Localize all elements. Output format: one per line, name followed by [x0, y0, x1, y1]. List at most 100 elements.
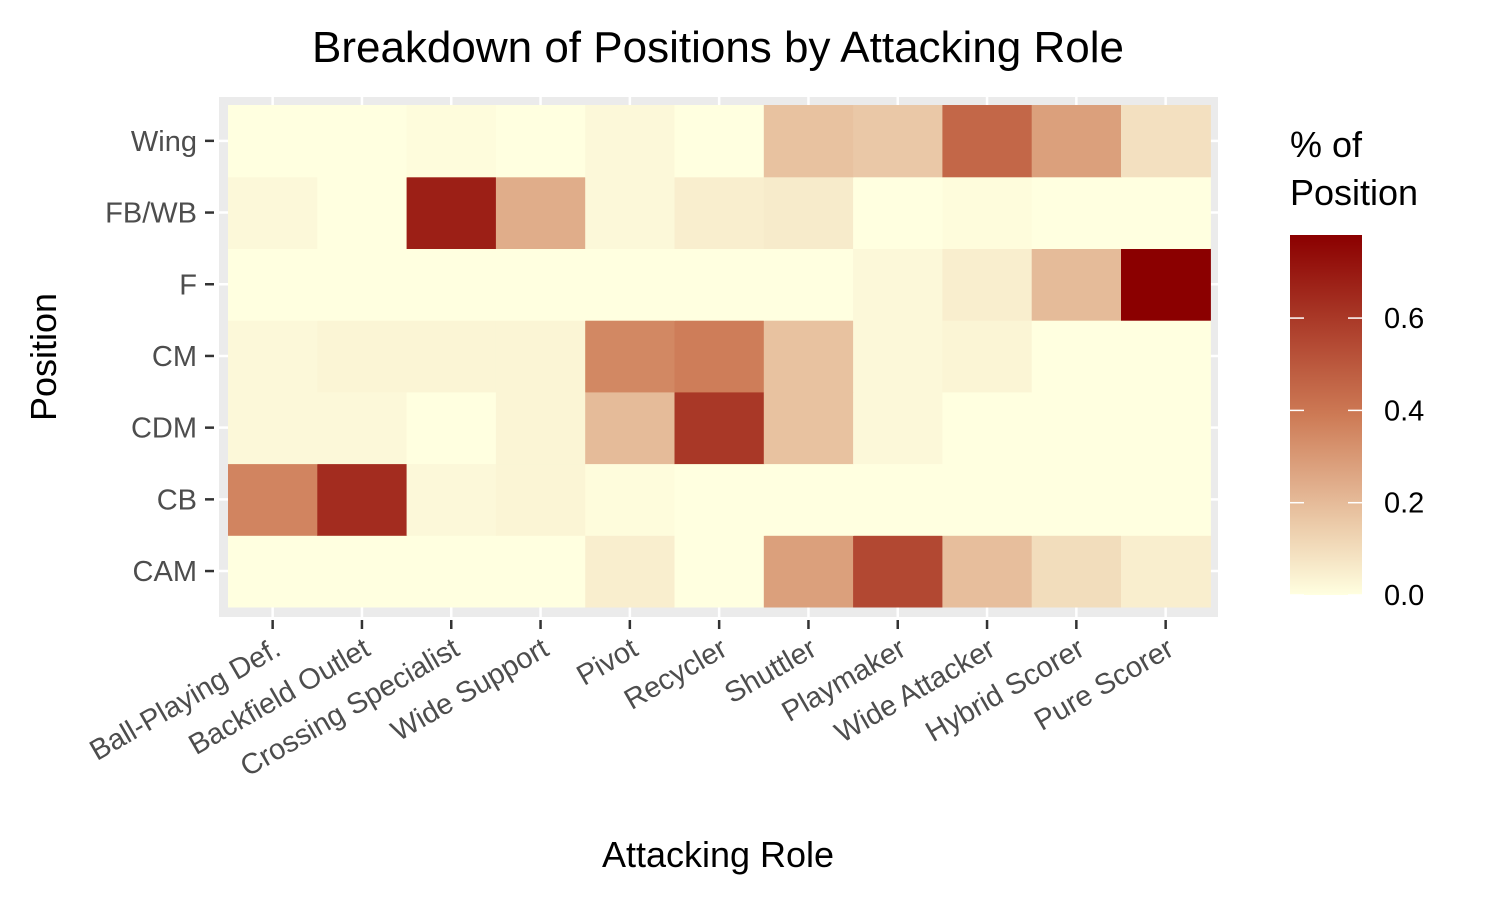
heatmap-cell	[1031, 535, 1122, 608]
heatmap-cell	[406, 535, 497, 608]
heatmap-cell	[585, 463, 676, 536]
heatmap-cell	[942, 391, 1033, 465]
heatmap-cell	[1031, 176, 1122, 249]
heatmap-cell	[674, 176, 765, 249]
x-tick-label: Recycler	[619, 632, 733, 716]
heatmap-cell	[228, 463, 318, 536]
heatmap-cell	[228, 320, 318, 393]
heatmap-cell	[942, 535, 1033, 608]
heatmap-cell	[317, 463, 408, 536]
heatmap-cells	[228, 105, 1211, 608]
y-tick-label: FB/WB	[105, 198, 197, 230]
heatmap-cell	[853, 535, 943, 608]
heatmap-cell	[942, 105, 1033, 178]
legend-tick-label: 0.2	[1384, 488, 1424, 520]
heatmap-cell	[228, 176, 318, 249]
heatmap-cell	[406, 105, 497, 178]
y-axis-title: Position	[23, 293, 64, 421]
y-tick-label: F	[179, 269, 197, 301]
heatmap-cell	[317, 535, 408, 608]
heatmap-cell	[853, 320, 943, 393]
heatmap-cell	[942, 176, 1033, 249]
heatmap-cell	[317, 105, 408, 178]
heatmap-cell	[942, 248, 1033, 321]
legend-title-line-1: % of	[1290, 124, 1363, 165]
legend-tick-label: 0.4	[1384, 395, 1424, 427]
heatmap-cell	[853, 463, 943, 536]
heatmap-cell	[406, 463, 497, 536]
heatmap-cell	[1031, 320, 1122, 393]
heatmap-cell	[585, 105, 676, 178]
heatmap-cell	[674, 391, 765, 465]
heatmap-cell	[228, 535, 318, 608]
heatmap-cell	[317, 176, 408, 249]
heatmap-cell	[495, 535, 586, 608]
heatmap-cell	[763, 176, 854, 249]
heatmap-cell	[495, 248, 586, 321]
legend-title-line-2: Position	[1290, 172, 1418, 213]
heatmap-cell	[495, 391, 586, 465]
heatmap-cell	[228, 105, 318, 178]
heatmap-cell	[763, 320, 854, 393]
y-axis: CAM CB CDM CM F FB/WB Wing	[105, 126, 214, 588]
heatmap-cell	[763, 105, 854, 178]
heatmap-cell	[1031, 105, 1122, 178]
heatmap-cell	[317, 391, 408, 465]
heatmap-cell	[763, 391, 854, 465]
heatmap-cell	[1031, 463, 1122, 536]
heatmap-cell	[1121, 320, 1211, 393]
heatmap-cell	[585, 320, 676, 393]
heatmap-cell	[495, 105, 586, 178]
heatmap-cell	[853, 248, 943, 321]
y-tick-label: CB	[157, 484, 197, 516]
heatmap-cell	[1121, 248, 1211, 321]
legend-colorbar	[1290, 235, 1362, 595]
heatmap-cell	[495, 176, 586, 249]
y-tick-label: CAM	[133, 556, 197, 588]
y-tick-label: Wing	[131, 126, 197, 158]
heatmap-cell	[585, 248, 676, 321]
heatmap-cell	[853, 176, 943, 249]
heatmap-cell	[763, 535, 854, 608]
heatmap-cell	[585, 391, 676, 465]
heatmap-cell	[317, 248, 408, 321]
heatmap-cell	[1121, 535, 1211, 608]
heatmap-cell	[1121, 176, 1211, 249]
y-tick-label: CM	[152, 341, 197, 373]
x-axis: Ball-Playing Def.Backfield OutletCrossin…	[84, 620, 1179, 783]
heatmap-cell	[228, 391, 318, 465]
legend-tick-label: 0.0	[1384, 580, 1424, 612]
heatmap-cell	[853, 105, 943, 178]
heatmap-cell	[585, 176, 676, 249]
heatmap-cell	[1121, 463, 1211, 536]
color-legend: % of Position 0.0 0.2 0.4 0.6	[1290, 124, 1424, 612]
heatmap-cell	[406, 176, 497, 249]
heatmap-cell	[674, 535, 765, 608]
chart-title: Breakdown of Positions by Attacking Role	[312, 23, 1124, 72]
heatmap-cell	[763, 248, 854, 321]
heatmap-cell	[942, 320, 1033, 393]
heatmap-cell	[674, 248, 765, 321]
heatmap-cell	[1031, 248, 1122, 321]
heatmap-cell	[406, 391, 497, 465]
heatmap-cell	[763, 463, 854, 536]
heatmap-cell	[495, 463, 586, 536]
x-axis-title: Attacking Role	[602, 834, 834, 875]
heatmap-cell	[674, 320, 765, 393]
heatmap-cell	[495, 320, 586, 393]
heatmap-cell	[942, 463, 1033, 536]
heatmap-cell	[1121, 391, 1211, 465]
heatmap-cell	[228, 248, 318, 321]
heatmap-cell	[406, 248, 497, 321]
y-tick-label: CDM	[131, 413, 197, 445]
heatmap-cell	[674, 463, 765, 536]
heatmap-cell	[674, 105, 765, 178]
heatmap-cell	[853, 391, 943, 465]
legend-tick-label: 0.6	[1384, 303, 1424, 335]
heatmap-cell	[1031, 391, 1122, 465]
heatmap-cell	[317, 320, 408, 393]
heatmap-cell	[1121, 105, 1211, 178]
heatmap-cell	[585, 535, 676, 608]
heatmap-cell	[406, 320, 497, 393]
